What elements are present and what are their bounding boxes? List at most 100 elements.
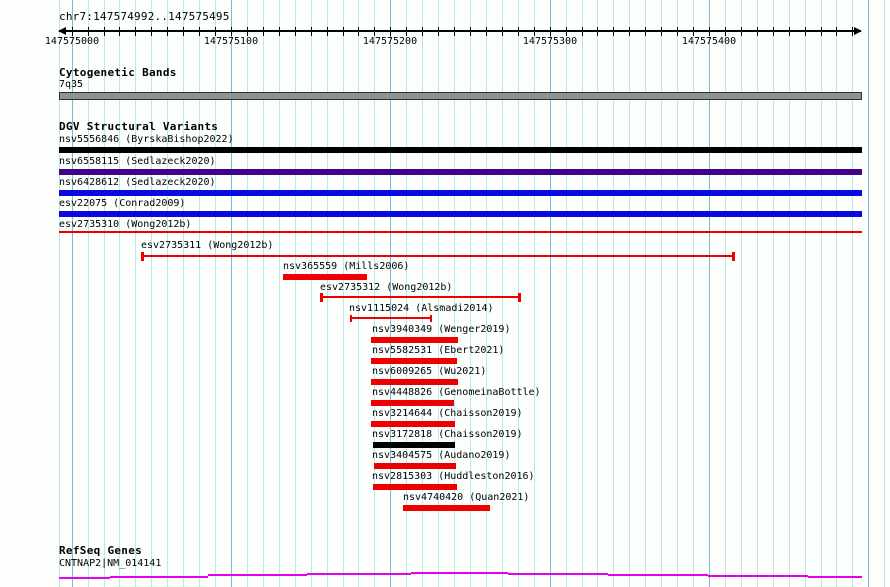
axis-tick	[374, 27, 376, 36]
variant-range-line[interactable]	[350, 317, 431, 319]
gene-intron-segment[interactable]	[411, 571, 508, 574]
axis-tick	[565, 27, 567, 36]
axis-left-arrow-icon	[58, 27, 66, 35]
gridline	[278, 0, 280, 587]
gridline	[756, 0, 758, 587]
variant-bar[interactable]	[371, 400, 454, 406]
axis-tick	[310, 27, 312, 36]
gene-intron-segment[interactable]	[307, 573, 411, 575]
axis-tick	[724, 27, 726, 36]
cytoband-section-title: Cytogenetic Bands	[59, 66, 177, 79]
axis-tick	[661, 27, 663, 36]
gridline	[884, 0, 886, 587]
gridline	[215, 0, 217, 587]
variant-range-line[interactable]	[320, 296, 520, 298]
axis-tick	[836, 27, 838, 36]
variant-label: nsv5582531 (Ebert2021)	[372, 345, 505, 356]
gridline	[470, 0, 472, 587]
variant-label: nsv365559 (Mills2006)	[283, 261, 410, 272]
gridline	[151, 0, 153, 587]
axis-tick	[71, 27, 73, 36]
variant-bar[interactable]	[403, 505, 490, 511]
variant-bar[interactable]	[374, 463, 456, 469]
gridline	[788, 0, 790, 587]
gridline	[167, 0, 169, 587]
variant-label: nsv6428612 (Sedlazeck2020)	[59, 177, 216, 188]
axis-tick	[788, 27, 790, 36]
axis-tick	[772, 27, 774, 36]
variant-bar[interactable]	[373, 484, 457, 490]
variant-bar[interactable]	[373, 442, 455, 448]
variant-bar[interactable]	[59, 190, 862, 196]
gridline	[836, 0, 838, 587]
variant-bar[interactable]	[283, 274, 367, 280]
variant-bar[interactable]	[59, 211, 862, 217]
axis-tick	[390, 27, 392, 36]
gridline	[103, 0, 105, 587]
axis-tick	[454, 27, 456, 36]
variant-label: nsv6009265 (Wu2021)	[372, 366, 487, 377]
gene-intron-segment[interactable]	[208, 574, 307, 576]
axis-tick	[581, 27, 583, 36]
dgv-section-title: DGV Structural Variants	[59, 120, 219, 133]
axis-line	[59, 30, 861, 32]
gridline	[533, 0, 535, 587]
variant-line[interactable]	[59, 231, 862, 233]
gridline	[59, 0, 60, 587]
axis-tick	[406, 27, 408, 36]
axis-tick	[470, 27, 472, 36]
axis-tick	[278, 27, 280, 36]
variant-label: esv22075 (Conrad2009)	[59, 198, 186, 209]
gene-intron-segment[interactable]	[508, 572, 608, 575]
gridline	[597, 0, 599, 587]
gridline	[454, 0, 456, 587]
gridline	[852, 0, 854, 587]
gridline	[693, 0, 695, 587]
gene-intron-segment[interactable]	[808, 576, 862, 578]
axis-tick	[533, 27, 535, 36]
axis-tick	[756, 27, 758, 36]
variant-label: esv2735310 (Wong2012b)	[59, 219, 192, 230]
axis-tick	[199, 27, 201, 36]
cytoband-bar[interactable]	[59, 92, 862, 100]
gene-intron-segment[interactable]	[59, 577, 110, 579]
axis-tick-label: 147575100	[203, 36, 259, 47]
axis-tick	[501, 27, 503, 36]
variant-range-start-cap	[141, 252, 144, 261]
axis-tick	[422, 27, 424, 36]
axis-tick	[262, 27, 264, 36]
axis-right-arrow-icon	[854, 27, 862, 35]
gene-intron-segment[interactable]	[708, 574, 808, 577]
gridline	[661, 0, 663, 587]
variant-bar[interactable]	[371, 379, 458, 385]
variant-label: esv2735312 (Wong2012b)	[320, 282, 453, 293]
gridline	[231, 0, 233, 587]
variant-label: nsv6558115 (Sedlazeck2020)	[59, 156, 216, 167]
axis-tick	[709, 27, 711, 36]
variant-label: esv2735311 (Wong2012b)	[141, 240, 274, 251]
gridline	[724, 0, 726, 587]
gridline	[87, 0, 89, 587]
gene-intron-segment[interactable]	[110, 575, 208, 578]
variant-bar[interactable]	[371, 421, 455, 427]
axis-tick	[294, 27, 296, 36]
gridline	[709, 0, 711, 587]
axis-tick	[119, 27, 121, 36]
gridline	[501, 0, 503, 587]
axis-tick	[613, 27, 615, 36]
axis-tick	[820, 27, 822, 36]
variant-bar[interactable]	[371, 358, 457, 364]
variant-label: nsv3940349 (Wenger2019)	[372, 324, 511, 335]
variant-bar[interactable]	[59, 169, 862, 175]
variant-range-line[interactable]	[141, 255, 734, 257]
gridline	[326, 0, 328, 587]
gridline	[868, 0, 870, 587]
variant-label: nsv3172818 (Chaisson2019)	[372, 429, 523, 440]
gene-intron-segment[interactable]	[608, 573, 708, 576]
axis-tick	[645, 27, 647, 36]
variant-bar[interactable]	[59, 147, 862, 153]
variant-range-end-cap	[430, 315, 432, 322]
variant-bar[interactable]	[371, 337, 458, 343]
variant-range-start-cap	[320, 293, 323, 302]
axis-tick	[103, 27, 105, 36]
